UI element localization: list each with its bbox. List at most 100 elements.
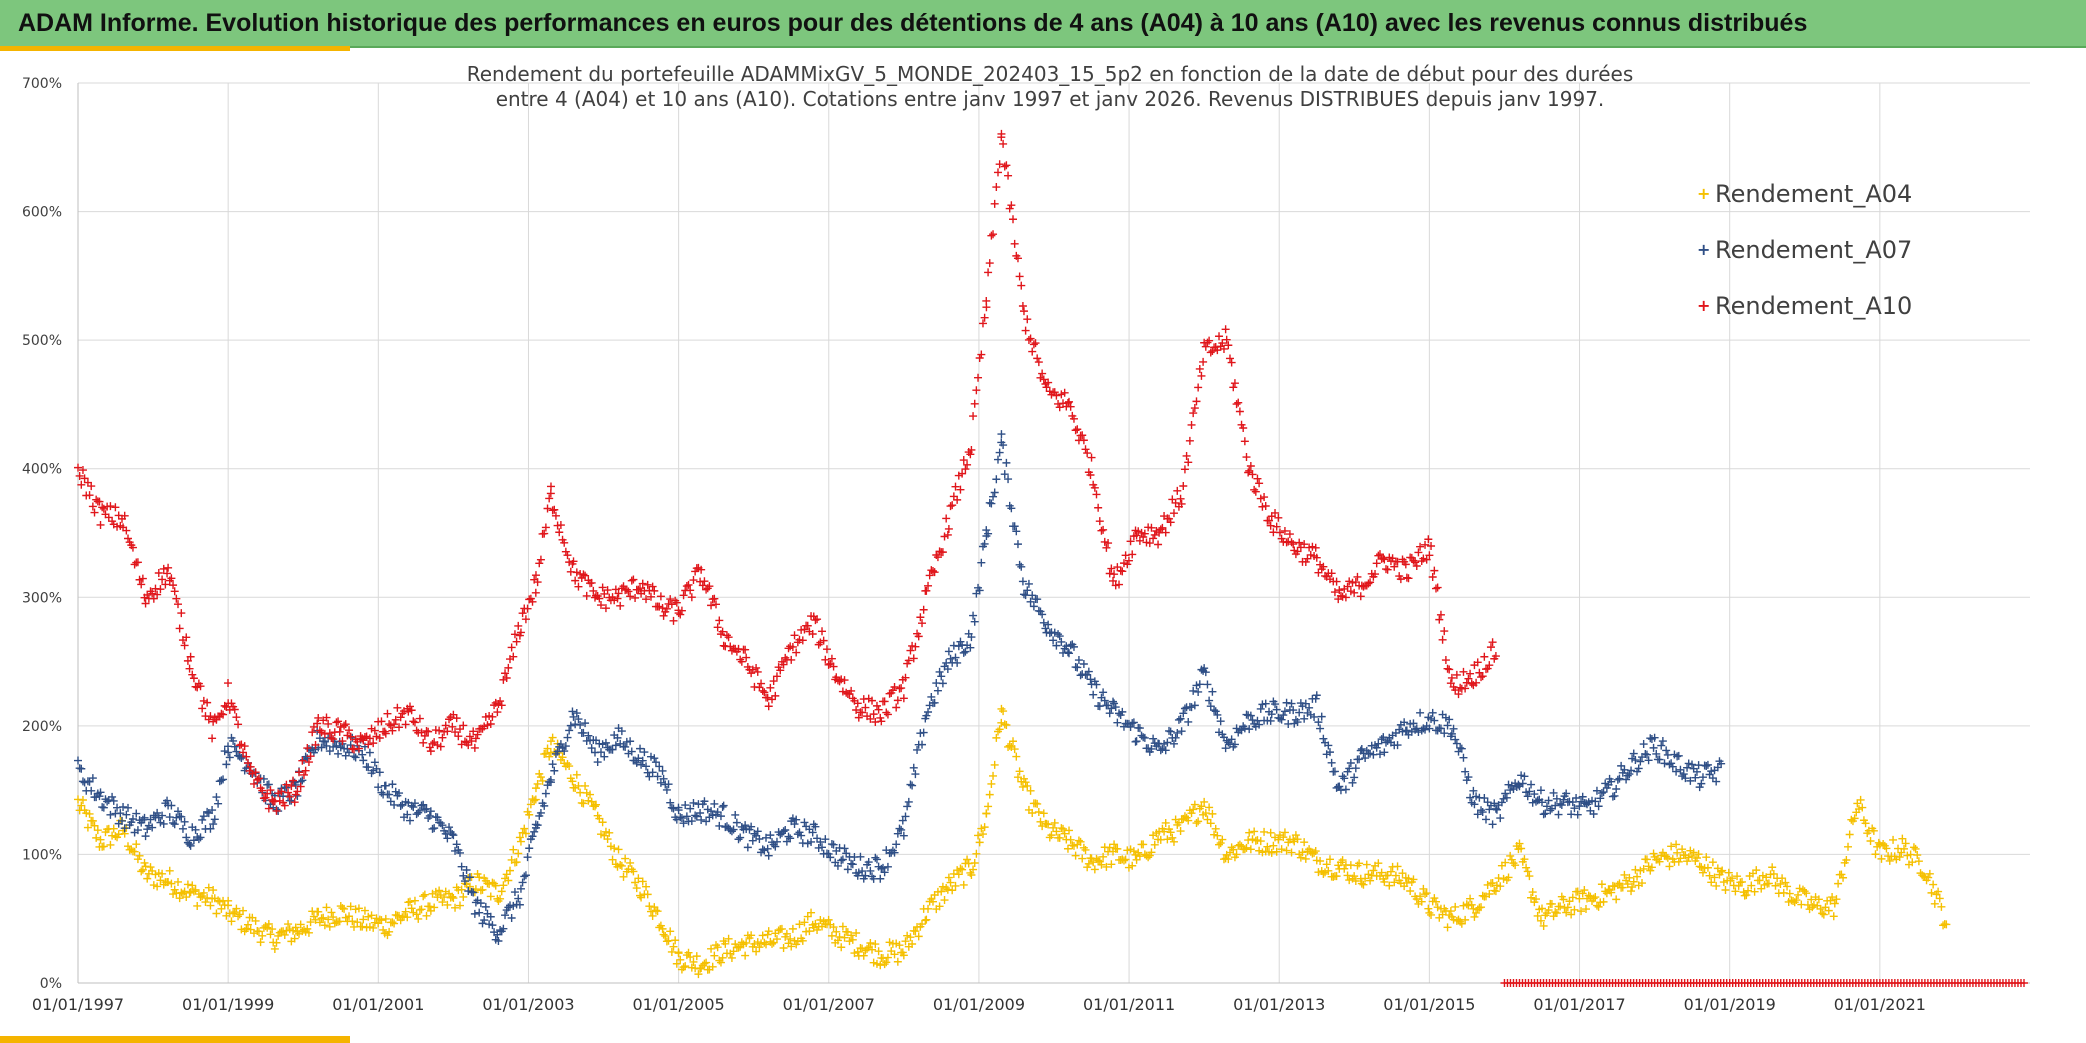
data-point bbox=[800, 918, 809, 927]
data-point bbox=[1216, 717, 1225, 726]
data-point bbox=[290, 934, 299, 943]
data-point bbox=[1059, 824, 1068, 833]
data-point bbox=[1829, 912, 1838, 921]
header-banner: ADAM Informe. Evolution historique des p… bbox=[0, 0, 2086, 48]
data-point bbox=[174, 600, 183, 609]
data-point bbox=[1121, 551, 1130, 560]
data-point bbox=[95, 792, 104, 801]
data-point bbox=[1570, 804, 1579, 813]
data-point bbox=[510, 630, 519, 639]
data-point bbox=[906, 933, 915, 942]
data-point bbox=[426, 747, 435, 756]
data-point bbox=[1792, 896, 1801, 905]
data-point bbox=[933, 553, 942, 562]
data-point bbox=[533, 779, 542, 788]
data-point bbox=[913, 745, 922, 754]
legend-item-a04: + Rendement_A04 bbox=[1697, 180, 1912, 208]
data-point bbox=[364, 763, 373, 772]
data-point bbox=[1215, 332, 1224, 341]
data-point bbox=[1882, 844, 1891, 853]
data-point bbox=[1781, 878, 1790, 887]
data-point bbox=[401, 720, 410, 729]
data-point bbox=[1473, 658, 1482, 667]
data-point bbox=[335, 727, 344, 736]
data-point bbox=[930, 698, 939, 707]
data-point bbox=[1092, 680, 1101, 689]
data-point bbox=[686, 804, 695, 813]
data-point bbox=[253, 775, 262, 784]
data-point bbox=[895, 824, 904, 833]
data-point bbox=[676, 955, 685, 964]
data-point bbox=[1335, 586, 1344, 595]
data-point bbox=[124, 803, 133, 812]
data-point bbox=[911, 642, 920, 651]
data-point bbox=[224, 748, 233, 757]
data-point bbox=[1324, 741, 1333, 750]
data-point bbox=[501, 911, 510, 920]
data-point bbox=[1459, 667, 1468, 676]
data-point bbox=[710, 594, 719, 603]
data-point bbox=[313, 719, 322, 728]
data-point bbox=[700, 797, 709, 806]
data-point bbox=[1208, 809, 1217, 818]
data-point bbox=[935, 902, 944, 911]
data-point bbox=[430, 824, 439, 833]
data-point bbox=[629, 867, 638, 876]
data-point bbox=[1279, 711, 1288, 720]
data-point bbox=[661, 932, 670, 941]
data-point bbox=[1570, 905, 1579, 914]
data-point bbox=[674, 806, 683, 815]
data-point bbox=[109, 824, 118, 833]
data-point bbox=[1559, 795, 1568, 804]
data-point bbox=[1287, 848, 1296, 857]
data-point bbox=[707, 944, 716, 953]
data-point bbox=[1818, 909, 1827, 918]
data-point bbox=[1451, 686, 1460, 695]
data-point bbox=[360, 906, 369, 915]
data-point bbox=[1296, 853, 1305, 862]
data-point bbox=[866, 866, 875, 875]
data-point bbox=[180, 817, 189, 826]
data-point bbox=[1679, 770, 1688, 779]
data-point bbox=[1375, 750, 1384, 759]
data-point bbox=[217, 709, 226, 718]
data-point bbox=[892, 840, 901, 849]
data-point bbox=[1440, 627, 1449, 636]
data-point bbox=[742, 653, 751, 662]
data-point bbox=[486, 892, 495, 901]
data-point bbox=[872, 855, 881, 864]
data-point bbox=[1433, 583, 1442, 592]
legend-item-a07: + Rendement_A07 bbox=[1697, 236, 1912, 264]
data-point bbox=[1589, 810, 1598, 819]
data-point bbox=[903, 802, 912, 811]
data-point bbox=[1401, 560, 1410, 569]
data-point bbox=[1024, 335, 1033, 344]
data-point bbox=[1421, 890, 1430, 899]
data-point bbox=[396, 801, 405, 810]
data-point bbox=[1522, 863, 1531, 872]
data-point bbox=[1230, 379, 1239, 388]
data-point bbox=[772, 935, 781, 944]
data-point bbox=[1177, 499, 1186, 508]
data-point bbox=[130, 847, 139, 856]
data-point bbox=[1055, 632, 1064, 641]
data-point bbox=[531, 571, 540, 580]
x-tick-label: 01/01/1999 bbox=[182, 995, 274, 1014]
data-point bbox=[1007, 504, 1016, 513]
data-point bbox=[904, 656, 913, 665]
data-point bbox=[1544, 796, 1553, 805]
data-point bbox=[185, 664, 194, 673]
data-point bbox=[1491, 887, 1500, 896]
data-point bbox=[827, 654, 836, 663]
x-tick-label: 01/01/2001 bbox=[332, 995, 424, 1014]
data-point bbox=[556, 740, 565, 749]
data-point bbox=[521, 615, 530, 624]
data-point bbox=[1244, 836, 1253, 845]
data-point bbox=[348, 917, 357, 926]
data-point bbox=[572, 770, 581, 779]
data-point bbox=[435, 726, 444, 735]
data-point bbox=[1441, 656, 1450, 665]
x-tick-label: 01/01/2019 bbox=[1684, 995, 1776, 1014]
data-point bbox=[871, 853, 880, 862]
data-point bbox=[1150, 530, 1159, 539]
